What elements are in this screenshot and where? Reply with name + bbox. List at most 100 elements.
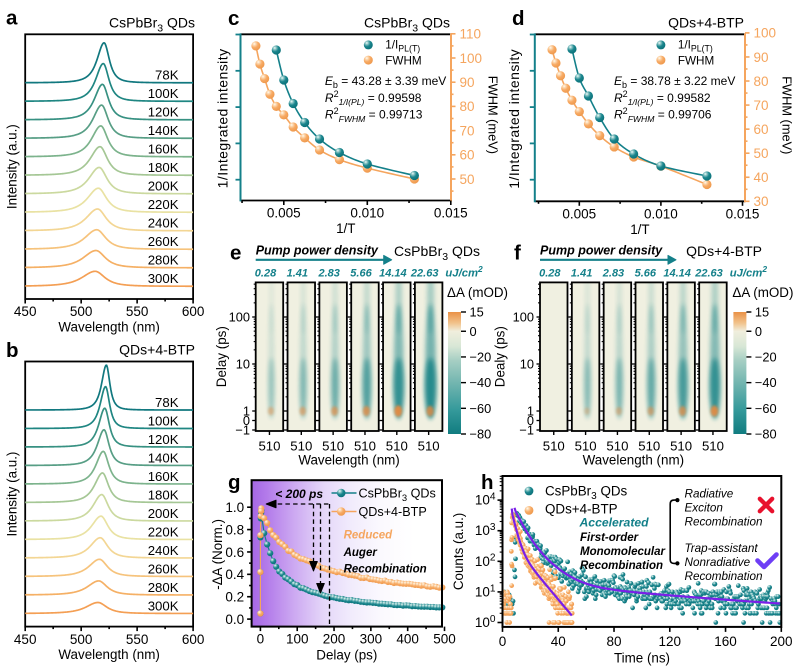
- svg-text:550: 550: [126, 632, 149, 647]
- svg-text:160K: 160K: [148, 142, 179, 157]
- svg-text:500: 500: [70, 304, 93, 319]
- svg-text:−20: −20: [470, 350, 492, 365]
- svg-text:100: 100: [460, 51, 483, 66]
- svg-text:0.010: 0.010: [350, 206, 384, 221]
- svg-text:CsPbBr3​ QDs: CsPbBr3​ QDs: [394, 243, 480, 263]
- svg-text:510: 510: [543, 439, 565, 454]
- svg-text:14.14: 14.14: [663, 268, 691, 280]
- svg-text:Nonradiative: Nonradiative: [685, 556, 751, 569]
- svg-text:240K: 240K: [148, 216, 179, 231]
- svg-text:Recombination: Recombination: [685, 516, 763, 529]
- svg-text:30: 30: [754, 194, 769, 209]
- svg-text:R2​1/I(PL) = 0.99598: R2​1/I(PL) = 0.99598: [325, 89, 422, 107]
- svg-text:100K: 100K: [148, 413, 179, 428]
- svg-text:280K: 280K: [148, 253, 179, 268]
- svg-text:uJ/cm2​: uJ/cm2​: [730, 264, 768, 279]
- svg-text:−60: −60: [470, 401, 492, 416]
- svg-text:−1: −1: [235, 423, 250, 438]
- svg-text:Dealy (ps): Dealy (ps): [493, 326, 508, 387]
- svg-text:220K: 220K: [148, 197, 179, 212]
- svg-text:70: 70: [754, 98, 769, 113]
- svg-text:510: 510: [258, 439, 280, 454]
- svg-text:90: 90: [460, 75, 475, 90]
- svg-text:510: 510: [290, 439, 312, 454]
- svg-text:0.8: 0.8: [225, 522, 244, 537]
- svg-text:Wavelength (nm): Wavelength (nm): [58, 320, 159, 335]
- svg-text:0.015: 0.015: [726, 206, 760, 221]
- svg-text:0.4: 0.4: [225, 567, 244, 582]
- svg-text:600: 600: [182, 304, 205, 319]
- svg-text:g: g: [228, 471, 241, 494]
- svg-text:QDs+4-BTP: QDs+4-BTP: [359, 505, 427, 519]
- svg-text:Exciton: Exciton: [685, 502, 723, 515]
- svg-text:CsPbBr3​ QDs: CsPbBr3​ QDs: [359, 487, 436, 504]
- svg-text:QDs+4-BTP: QDs+4-BTP: [686, 243, 762, 259]
- svg-text:510: 510: [638, 439, 660, 454]
- svg-text:Auger: Auger: [343, 547, 378, 559]
- svg-text:200: 200: [323, 632, 346, 647]
- svg-text:1.0: 1.0: [225, 500, 244, 515]
- svg-text:Pump power density: Pump power density: [256, 244, 379, 258]
- svg-text:510: 510: [322, 439, 344, 454]
- svg-text:CsPbBr3​ QDs: CsPbBr3​ QDs: [109, 15, 195, 35]
- svg-text:−80: −80: [755, 427, 777, 442]
- svg-text:510: 510: [418, 439, 440, 454]
- svg-text:0: 0: [470, 324, 477, 339]
- svg-text:160K: 160K: [148, 469, 179, 484]
- svg-text:5.66: 5.66: [635, 268, 657, 280]
- svg-text:f: f: [514, 242, 521, 265]
- svg-text:1/T: 1/T: [336, 221, 355, 236]
- svg-text:0: 0: [243, 413, 250, 428]
- svg-text:Recombination: Recombination: [685, 570, 763, 583]
- svg-text:Intensity (a.u.): Intensity (a.u.): [5, 124, 20, 209]
- svg-text:1: 1: [527, 404, 534, 419]
- svg-text:0.005: 0.005: [267, 206, 301, 221]
- svg-text:510: 510: [575, 439, 597, 454]
- svg-text:600: 600: [182, 632, 205, 647]
- svg-text:180K: 180K: [148, 487, 179, 502]
- svg-text:40: 40: [551, 634, 566, 649]
- svg-text:Time (ns): Time (ns): [614, 651, 670, 666]
- svg-text:100: 100: [229, 310, 250, 325]
- svg-text:100: 100: [513, 310, 534, 325]
- svg-text:15: 15: [755, 305, 769, 320]
- svg-text:70: 70: [460, 123, 475, 138]
- svg-text:0: 0: [755, 324, 762, 339]
- svg-text:1.41: 1.41: [571, 268, 592, 280]
- svg-text:10: 10: [236, 357, 250, 372]
- svg-text:1.41: 1.41: [287, 268, 308, 280]
- svg-text:c: c: [228, 7, 239, 30]
- svg-text:450: 450: [14, 632, 37, 647]
- svg-text:e: e: [230, 242, 241, 265]
- svg-text:QDs+4-BTP: QDs+4-BTP: [668, 15, 744, 31]
- svg-text:uJ/cm2​: uJ/cm2​: [445, 264, 483, 279]
- svg-text:10: 10: [520, 357, 534, 372]
- svg-text:h: h: [481, 471, 494, 494]
- svg-text:50: 50: [754, 146, 769, 161]
- svg-text:510: 510: [386, 439, 408, 454]
- svg-text:300: 300: [360, 632, 383, 647]
- svg-text:Monomolecular: Monomolecular: [580, 546, 666, 558]
- svg-text:Intensity (a.u.): Intensity (a.u.): [5, 452, 20, 537]
- svg-text:1/Integrated intensity: 1/Integrated intensity: [506, 49, 522, 189]
- svg-text:260K: 260K: [148, 561, 179, 576]
- svg-text:22.63: 22.63: [694, 268, 723, 280]
- svg-text:1/T: 1/T: [630, 222, 649, 237]
- svg-text:FWHM: FWHM: [385, 55, 421, 68]
- svg-text:R2​FWHM = 0.99713: R2​FWHM = 0.99713: [325, 106, 423, 124]
- svg-text:2.83: 2.83: [317, 268, 339, 280]
- svg-text:300K: 300K: [148, 598, 179, 613]
- svg-text:0.0: 0.0: [225, 612, 244, 627]
- svg-text:QDs+4-BTP: QDs+4-BTP: [119, 342, 195, 358]
- svg-text:14.14: 14.14: [379, 268, 407, 280]
- svg-text:50: 50: [460, 172, 475, 187]
- svg-text:Reduced: Reduced: [344, 529, 394, 541]
- svg-text:0.6: 0.6: [225, 545, 244, 560]
- svg-text:180K: 180K: [148, 160, 179, 175]
- svg-text:200K: 200K: [148, 179, 179, 194]
- svg-text:5.66: 5.66: [350, 268, 372, 280]
- svg-text:500: 500: [70, 632, 93, 647]
- svg-text:Accelerated: Accelerated: [579, 516, 650, 530]
- svg-text:450: 450: [14, 304, 37, 319]
- svg-text:Recombination: Recombination: [580, 560, 663, 572]
